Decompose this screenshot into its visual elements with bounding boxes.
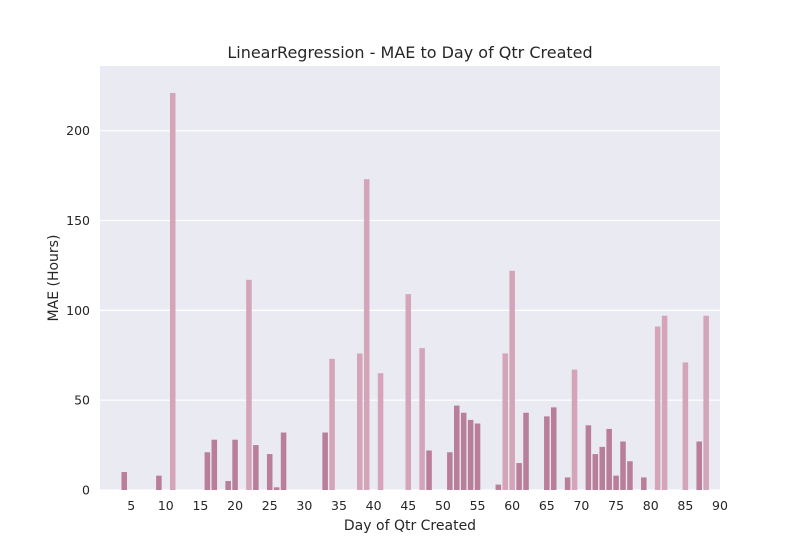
bar <box>357 353 363 490</box>
x-tick-label: 85 <box>677 498 693 513</box>
bar <box>266 454 273 490</box>
bar <box>550 407 557 490</box>
bar <box>156 475 162 490</box>
x-tick-labels: 5 10 15 20 25 30 35 40 45 50 55 60 65 70 75 80 85 90 <box>127 498 728 513</box>
bar <box>246 279 252 490</box>
y-tick-labels: 0 50 100 150 200 <box>66 123 90 497</box>
x-axis-label: Day of Qtr Created <box>344 518 476 534</box>
x-tick-label: 20 <box>227 498 243 513</box>
bar <box>495 484 502 490</box>
x-tick-label: 50 <box>435 498 451 513</box>
bar <box>502 353 509 490</box>
bar <box>523 412 529 490</box>
bar <box>696 441 702 490</box>
bar <box>564 477 571 490</box>
bar <box>322 432 328 490</box>
bar <box>544 416 550 490</box>
bar <box>516 463 522 490</box>
bars <box>121 92 709 490</box>
bar <box>620 441 626 490</box>
x-tick-label: 55 <box>470 498 486 513</box>
bar <box>169 92 176 490</box>
bar <box>509 270 515 490</box>
bar <box>121 472 128 490</box>
bar <box>225 481 231 490</box>
bar <box>426 450 432 490</box>
bar <box>585 425 592 490</box>
y-tick-label: 0 <box>82 483 90 498</box>
bar <box>253 445 259 490</box>
bar <box>280 432 287 490</box>
x-tick-label: 30 <box>296 498 312 513</box>
bar <box>447 452 453 490</box>
bar <box>606 428 612 490</box>
bar <box>654 326 661 490</box>
bar <box>592 454 599 490</box>
bar <box>613 475 619 490</box>
bar <box>467 419 474 490</box>
chart-title: LinearRegression - MAE to Day of Qtr Cre… <box>227 43 592 62</box>
bar <box>641 477 647 490</box>
bar <box>377 373 384 490</box>
bar <box>599 446 606 490</box>
x-tick-label: 90 <box>712 498 728 513</box>
y-tick-label: 150 <box>66 213 90 228</box>
bar <box>453 405 460 490</box>
bar <box>703 315 709 490</box>
bar <box>460 412 467 490</box>
bar <box>363 179 370 490</box>
bar <box>474 423 481 490</box>
bar <box>571 369 578 490</box>
x-tick-label: 75 <box>608 498 624 513</box>
bar <box>211 439 218 490</box>
x-tick-label: 40 <box>366 498 382 513</box>
bar <box>329 358 335 490</box>
bar <box>204 452 211 490</box>
y-tick-label: 100 <box>66 303 90 318</box>
bar <box>627 461 633 490</box>
x-tick-label: 5 <box>127 498 135 513</box>
x-tick-label: 70 <box>573 498 589 513</box>
x-tick-label: 80 <box>643 498 659 513</box>
bar <box>273 487 280 490</box>
x-tick-label: 60 <box>504 498 520 513</box>
x-tick-label: 35 <box>331 498 347 513</box>
bar <box>405 294 412 490</box>
bar <box>419 348 425 490</box>
y-tick-label: 50 <box>74 393 90 408</box>
x-tick-label: 45 <box>400 498 416 513</box>
y-axis-label: MAE (Hours) <box>46 235 62 322</box>
x-tick-label: 65 <box>539 498 555 513</box>
bar <box>232 439 238 490</box>
bar <box>682 362 689 490</box>
bar <box>661 315 668 490</box>
x-tick-label: 10 <box>158 498 174 513</box>
x-tick-label: 15 <box>192 498 208 513</box>
y-tick-label: 200 <box>66 123 90 138</box>
x-tick-label: 25 <box>262 498 278 513</box>
